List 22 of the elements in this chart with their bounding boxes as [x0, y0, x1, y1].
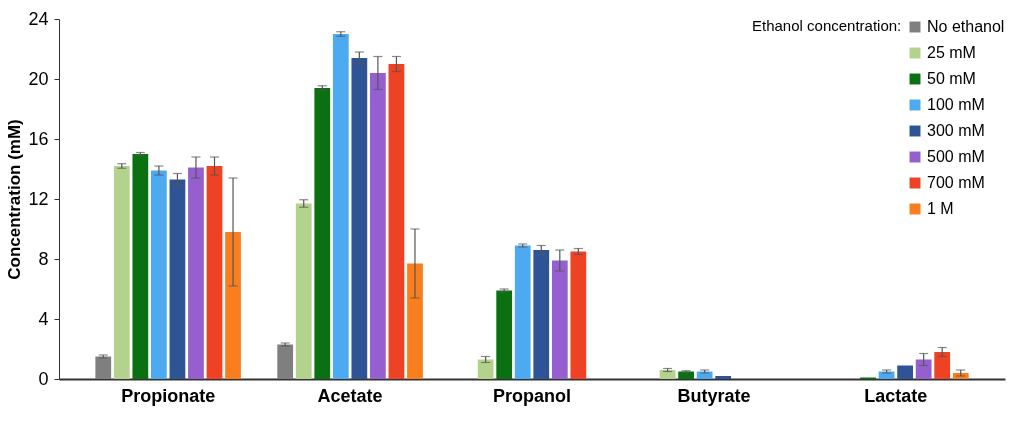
legend-label: 500 mM [927, 148, 985, 165]
legend-label: 300 mM [927, 122, 985, 139]
y-axis-title: Concentration (mM) [5, 119, 25, 280]
x-tick-label: Propionate [121, 385, 216, 406]
y-tick-label: 0 [38, 368, 49, 389]
legend-label: 100 mM [927, 96, 985, 113]
y-tick-label: 20 [28, 68, 49, 89]
y-tick-label: 24 [28, 8, 49, 29]
legend-label: 50 mM [927, 70, 976, 87]
legend-label: 700 mM [927, 174, 985, 191]
y-tick-label: 8 [38, 248, 49, 269]
y-tick-label: 12 [28, 188, 49, 209]
y-tick-label: 4 [38, 308, 49, 329]
x-tick-label: Propanol [492, 385, 572, 406]
x-tick-label: Lactate [864, 385, 928, 406]
legend-title: Ethanol concentration: [752, 17, 902, 34]
legend-label: 1 M [927, 200, 954, 217]
x-tick-label: Butyrate [677, 385, 751, 406]
legend-label: No ethanol [927, 18, 1005, 35]
y-tick-label: 16 [28, 128, 49, 149]
x-tick-label: Acetate [317, 385, 383, 406]
legend-label: 25 mM [927, 44, 976, 61]
